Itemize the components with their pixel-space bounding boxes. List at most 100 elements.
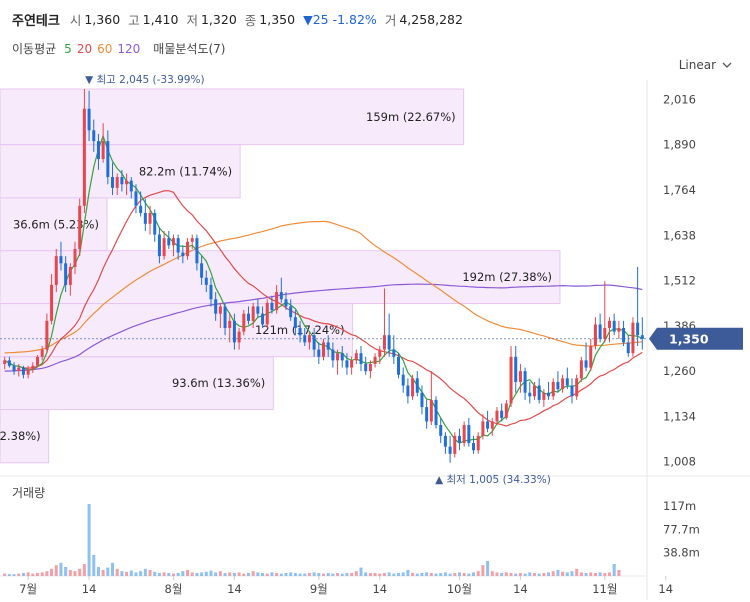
candle-body <box>125 180 129 185</box>
volume-profile-bar <box>0 197 108 252</box>
volume-bar <box>443 572 447 576</box>
candle-body <box>17 367 21 372</box>
volume-bar <box>584 573 588 576</box>
volume-bar <box>275 573 279 576</box>
candle-body <box>270 302 274 311</box>
candle-body <box>36 356 40 366</box>
candle-body <box>293 317 297 329</box>
candle-body <box>401 374 405 386</box>
candle-body <box>397 356 401 375</box>
volume-bar <box>87 504 91 576</box>
ma-120-label: 120 <box>117 41 141 56</box>
candle-body <box>186 241 190 257</box>
volume-title: 거래량 <box>12 486 46 500</box>
candle-body <box>265 302 269 325</box>
candle <box>148 205 152 235</box>
candle-body <box>603 328 607 339</box>
volume-bar <box>378 573 382 576</box>
candle-body <box>312 335 316 350</box>
volume-bar <box>504 572 508 576</box>
candle-body <box>115 177 119 188</box>
candle-body <box>593 324 597 346</box>
candle-body <box>317 349 321 357</box>
candle-body <box>143 212 147 224</box>
candle <box>111 162 115 196</box>
candle <box>354 349 358 364</box>
volume-bar <box>303 573 307 576</box>
volume-bar <box>232 573 236 576</box>
volume-bar <box>579 572 583 576</box>
candle <box>518 363 522 393</box>
volume-bar <box>120 571 124 576</box>
candle <box>265 299 269 329</box>
candle <box>514 345 518 393</box>
candle <box>359 345 363 372</box>
volume-bar <box>350 573 354 576</box>
candle-body <box>542 392 546 400</box>
candle-body <box>261 313 265 325</box>
candle <box>350 356 354 375</box>
volume-bar <box>21 573 25 576</box>
candle-body <box>509 356 513 404</box>
volume-bar <box>115 568 119 576</box>
candle <box>153 209 157 242</box>
candle-body <box>275 292 279 311</box>
candle-body <box>612 320 616 332</box>
volume-bar <box>547 572 551 576</box>
low-label: 저 <box>186 12 198 28</box>
candle <box>523 367 527 400</box>
candle-body <box>134 191 138 206</box>
volume-bar <box>607 572 611 576</box>
candle <box>275 284 279 314</box>
candle <box>631 317 635 357</box>
volume-bar <box>12 574 16 576</box>
candle-body <box>326 342 330 350</box>
candle-body <box>359 353 363 364</box>
candle <box>171 234 175 257</box>
candle-body <box>153 212 157 235</box>
candle-body <box>636 322 640 336</box>
scale-mode-dropdown[interactable]: Linear <box>679 58 732 72</box>
candle <box>443 432 447 454</box>
candle-body <box>345 360 349 368</box>
volume-bar <box>59 562 63 576</box>
candle <box>565 367 569 390</box>
volume-bar <box>528 572 532 576</box>
candle-body <box>500 410 504 418</box>
moving-average-legend[interactable]: 이동평균 5 20 60 120 매물분석도(7) <box>12 40 225 57</box>
volume-bar <box>589 572 593 576</box>
volume-label: 거 <box>384 12 397 28</box>
candle-body <box>425 407 429 422</box>
candle-body <box>490 421 494 429</box>
min-annotation: ▲ 최저 1,005 (34.33%) <box>435 474 551 486</box>
candle <box>570 378 574 404</box>
candle-body <box>68 266 72 285</box>
candle-body <box>167 238 171 246</box>
candle <box>92 119 96 152</box>
candle-body <box>518 371 522 382</box>
volume-bar <box>237 572 241 576</box>
volume-bar <box>293 573 297 576</box>
candle-body <box>200 263 204 278</box>
candle <box>36 354 40 368</box>
candle <box>584 342 588 372</box>
x-tick-label: 14 <box>82 582 97 596</box>
volume-bar <box>171 573 175 576</box>
candle-body <box>392 349 396 357</box>
candle-body <box>181 252 185 257</box>
volume-bar <box>411 573 415 576</box>
volume-bar <box>392 573 396 576</box>
candle-body <box>420 392 424 408</box>
candle <box>607 317 611 343</box>
candle <box>284 292 288 311</box>
candle <box>382 288 386 357</box>
candle <box>204 270 208 293</box>
volume-bar <box>190 572 194 576</box>
candle-body <box>223 306 227 329</box>
candle-body <box>96 141 100 160</box>
candle <box>556 371 560 393</box>
candle-body <box>59 256 63 264</box>
candle-body <box>607 320 611 329</box>
volume-bar <box>551 571 555 576</box>
